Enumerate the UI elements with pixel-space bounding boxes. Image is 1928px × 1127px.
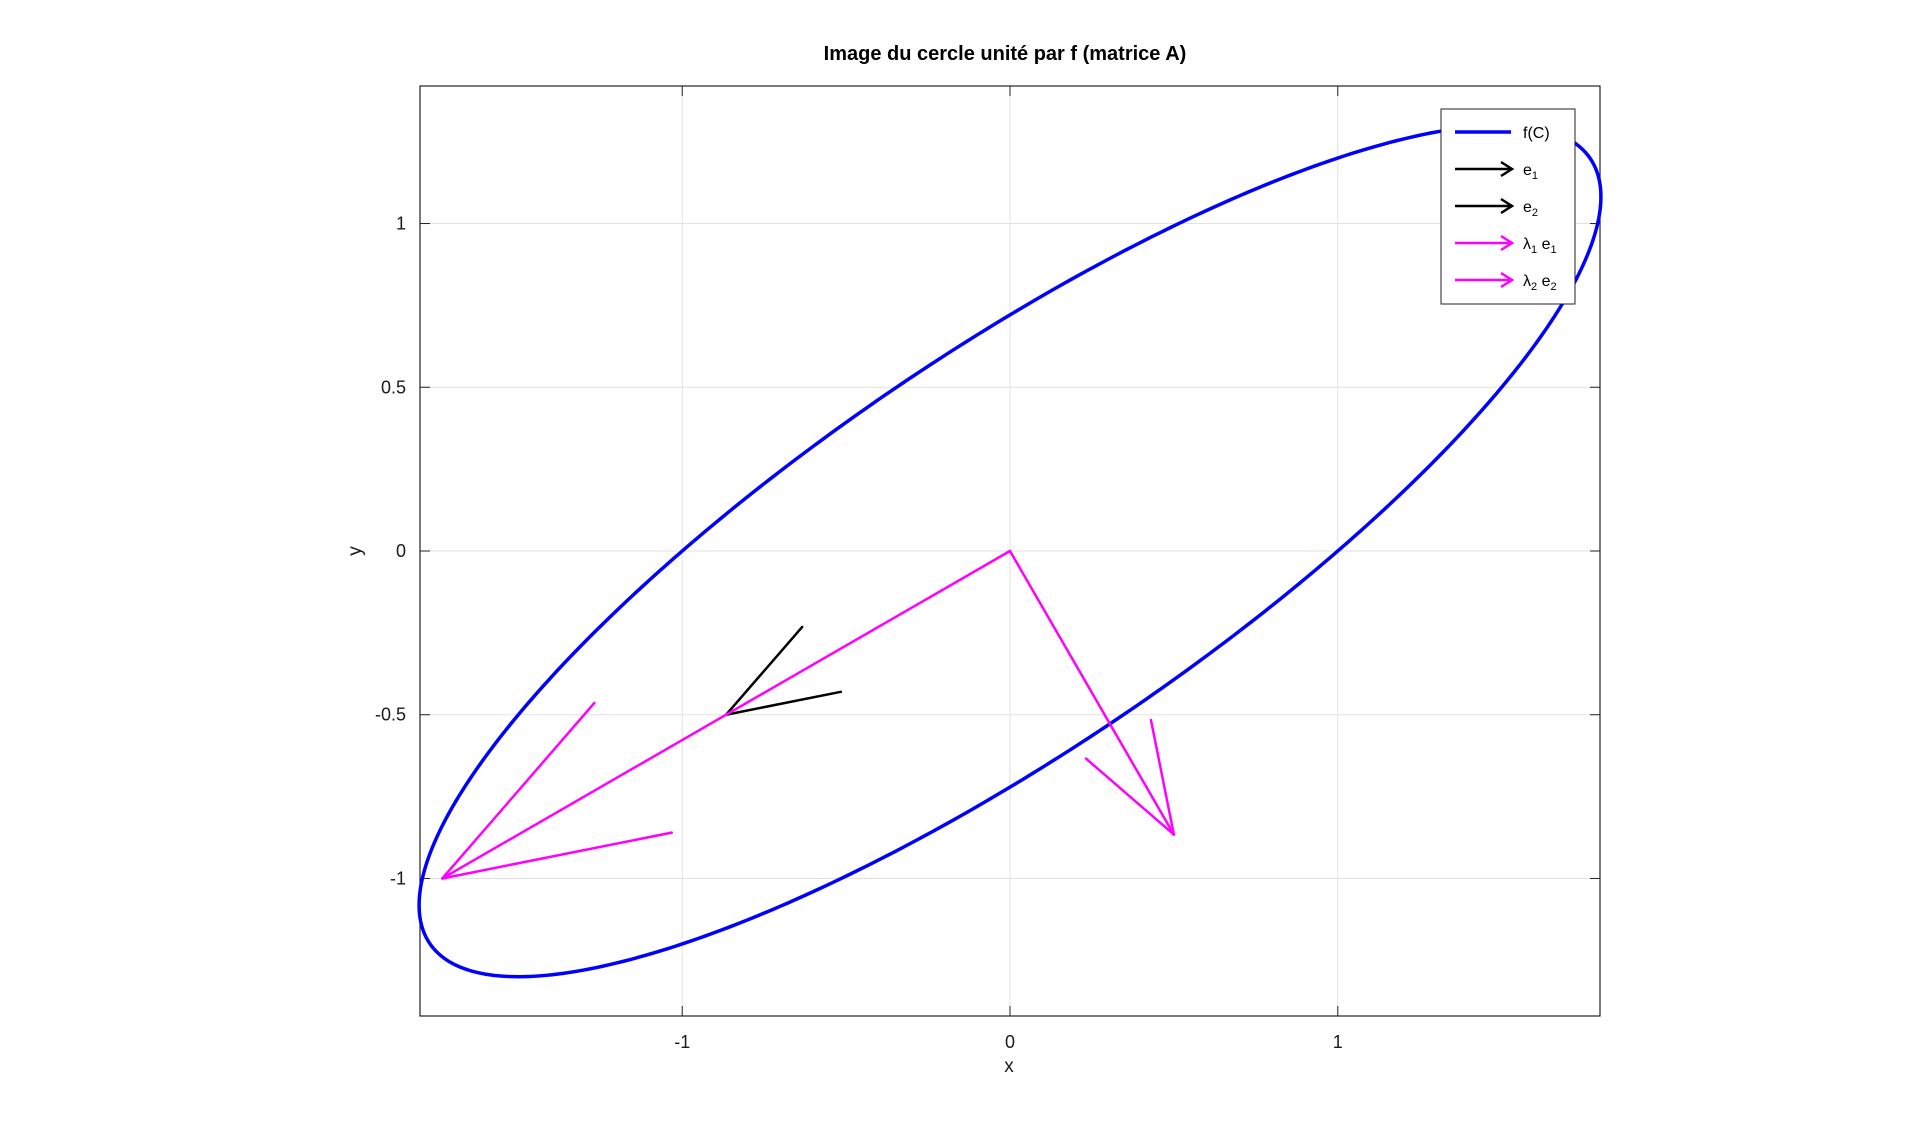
legend-label-part: e: [1523, 199, 1532, 216]
y-tick-label: 1: [396, 214, 406, 234]
legend-label: λ1 e1: [1523, 236, 1557, 256]
legend-arrow-icon: [1500, 271, 1515, 289]
legend-entry: λ2 e2: [1455, 271, 1557, 293]
legend-label-part: e: [1537, 273, 1550, 290]
arrow-segment--2-e2: [441, 831, 673, 880]
legend-arrow-icon: [1500, 160, 1515, 178]
legend-label: λ2 e2: [1523, 273, 1557, 293]
plot-area: [417, 123, 1603, 979]
legend-label-part: λ: [1523, 273, 1531, 290]
legend-label-part: 1: [1531, 244, 1537, 256]
legend-label-part: 2: [1550, 281, 1556, 293]
legend-entry: λ1 e1: [1455, 234, 1557, 256]
legend-label: e1: [1523, 162, 1538, 182]
ticks: -1 0 1 -1 -0.5 0 0.5 1: [375, 86, 1600, 1052]
legend-label-part: 2: [1531, 281, 1537, 293]
legend-arrow-icon: [1500, 234, 1515, 252]
chart-title: Image du cercle unité par f (matrice A): [824, 43, 1187, 65]
y-axis-label: y: [345, 546, 366, 556]
y-tick-label: 0.5: [381, 377, 406, 397]
x-tick-label: 1: [1333, 1032, 1343, 1052]
arrow-segment--1-e1: [441, 701, 596, 880]
legend-label-part: f(C): [1523, 125, 1550, 142]
legend-entry: e1: [1455, 160, 1538, 182]
legend-entry: f(C): [1455, 125, 1550, 142]
arrow-segment--2-e2: [1084, 757, 1176, 836]
legend-label: e2: [1523, 199, 1538, 219]
legend-arrow-icon: [1500, 197, 1515, 215]
arrow-segment--2-e2: [1008, 549, 1176, 836]
legend-label-part: λ: [1523, 236, 1531, 253]
legend-label-part: e: [1523, 162, 1532, 179]
x-tick-label: -1: [674, 1032, 690, 1052]
legend-entry: e2: [1455, 197, 1538, 219]
legend-label: f(C): [1523, 125, 1550, 142]
arrow-segment-e1: [724, 625, 804, 716]
x-tick-label: 0: [1005, 1032, 1015, 1052]
arrow-segment--2-e2: [1149, 718, 1176, 836]
y-tick-label: 0: [396, 541, 406, 561]
legend-label-part: 1: [1532, 170, 1538, 182]
legend-label-part: e: [1537, 236, 1550, 253]
y-tick-label: -1: [390, 868, 406, 888]
x-axis-label: x: [1004, 1056, 1014, 1077]
y-tick-label: -0.5: [375, 705, 406, 725]
arrow-segment--1-e1: [441, 549, 1012, 880]
arrow-segment-e2: [724, 690, 843, 716]
legend-label-part: 1: [1550, 244, 1556, 256]
legend-label-part: 2: [1532, 207, 1538, 219]
series-fc-ellipse: [417, 123, 1603, 979]
